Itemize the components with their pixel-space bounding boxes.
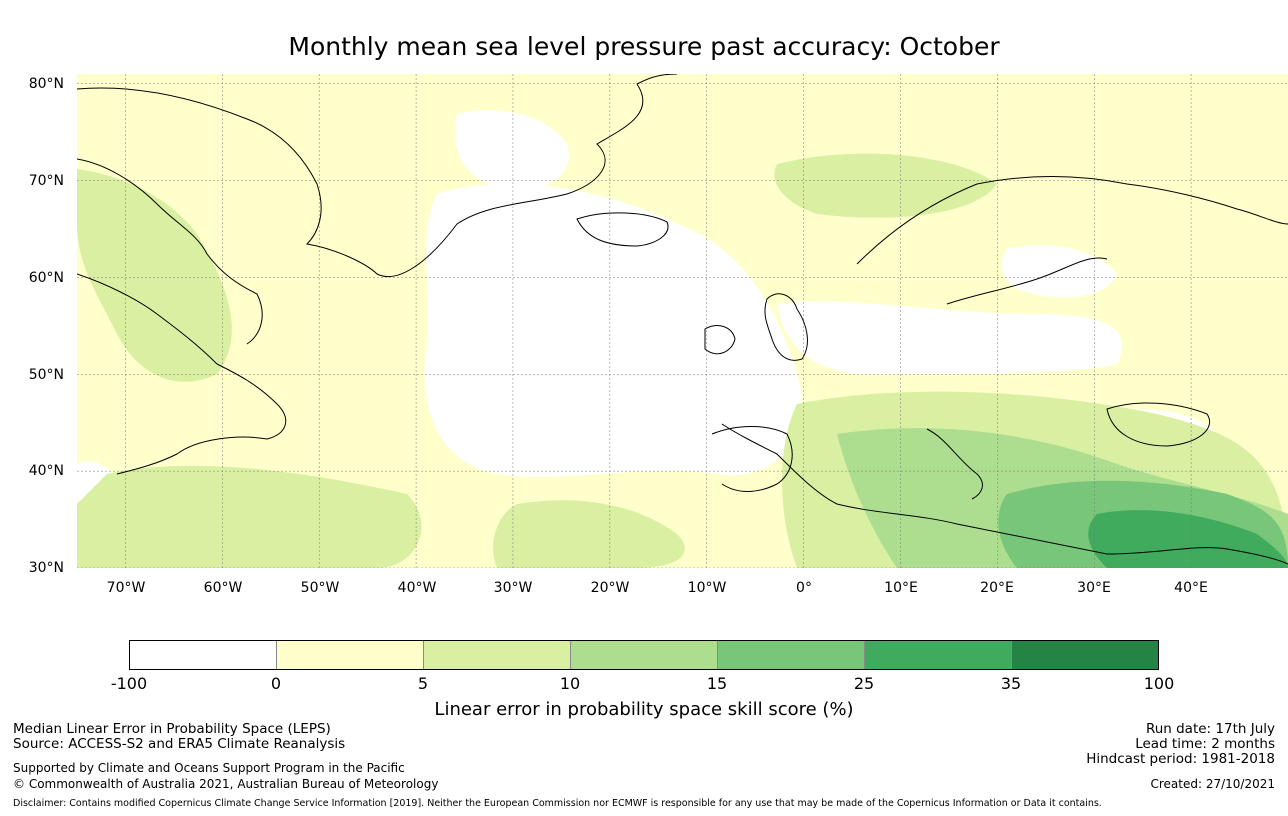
lon-label: 60°W [203,580,243,596]
region-lightgreen-south-atlantic [77,465,422,568]
coastline-europe-south [721,423,1288,565]
lon-label: 30°E [1077,580,1111,596]
lon-label: 40°W [397,580,437,596]
map-title: Monthly mean sea level pressure past acc… [288,32,1000,61]
region-white-scandinavia [1001,245,1117,298]
coastline-italy [926,428,983,500]
skill-map [77,74,1288,568]
colorbar-tick: 5 [417,674,429,693]
colorbar-segment [130,641,277,669]
lat-label: 40°N [28,463,64,479]
lon-label: 70°W [106,580,146,596]
colorbar-tick: 15 [706,674,728,693]
coastline-scandinavia [856,176,1288,265]
coastline-iceland [576,212,669,247]
coastline-baltic [946,257,1108,305]
colorbar-segment [718,641,865,669]
lon-label: 10°W [687,580,727,596]
footer-copyright: © Commonwealth of Australia 2021, Austra… [13,777,439,791]
region-lightgreen-norway-sea [774,153,997,218]
footer-run-date: Run date: 17th July [1145,721,1275,737]
footer-created: Created: 27/10/2021 [1150,777,1275,791]
coastline-britain [764,293,808,361]
colorbar-tick: 25 [853,674,875,693]
lon-label: 20°E [980,580,1014,596]
coastlines [77,74,1288,565]
colorbar-tick: 10 [559,674,581,693]
colorbar-tick: -100 [110,674,148,693]
region-white-greenland [455,110,569,190]
map-gridlines [77,74,1288,568]
disclaimer: Disclaimer: Contains modified Copernicus… [13,798,1102,809]
footer-method: Median Linear Error in Probability Space… [13,721,331,737]
region-lightgreen-baffin [77,169,232,382]
colorbar-label: Linear error in probability space skill … [434,699,854,720]
colorbar-segment [424,641,571,669]
coastline-greenland [77,74,678,278]
coastline-ireland [704,325,736,355]
colorbar-segment [865,641,1012,669]
region-darkgreen-levant [1088,510,1288,568]
footer-source: Source: ACCESS-S2 and ERA5 Climate Reana… [13,736,346,752]
lon-label: 40°E [1174,580,1208,596]
lat-label: 70°N [28,173,64,189]
lon-label: 0° [796,580,812,596]
lat-label: 60°N [28,270,64,286]
coastline-blacksea [1106,402,1210,447]
coastline-iberia [711,426,793,492]
footer-support: Supported by Climate and Oceans Support … [13,761,405,775]
colorbar [129,640,1159,670]
colorbar-segment [1012,641,1158,669]
lat-label: 50°N [28,367,64,383]
lon-label: 50°W [300,580,340,596]
colorbar-tick: 0 [270,674,282,693]
region-white-atlantic [424,184,803,477]
lon-label: 10°E [884,580,918,596]
lat-label: 30°N [28,560,64,576]
coastline-baffin [77,158,263,345]
lon-label: 30°W [493,580,533,596]
region-lightgreen-mid-atlantic [493,500,685,568]
skill-regions-green [77,153,1288,568]
lat-label: 80°N [28,76,64,92]
region-white-europe [777,301,1123,375]
colorbar-segment [571,641,718,669]
colorbar-tick: 100 [1143,674,1175,693]
footer-lead-time: Lead time: 2 months [1135,736,1275,752]
footer-hindcast: Hindcast period: 1981-2018 [1086,751,1275,767]
coastline-labrador [77,273,287,475]
colorbar-segment [277,641,424,669]
colorbar-tick: 35 [1000,674,1022,693]
lon-label: 20°W [590,580,630,596]
